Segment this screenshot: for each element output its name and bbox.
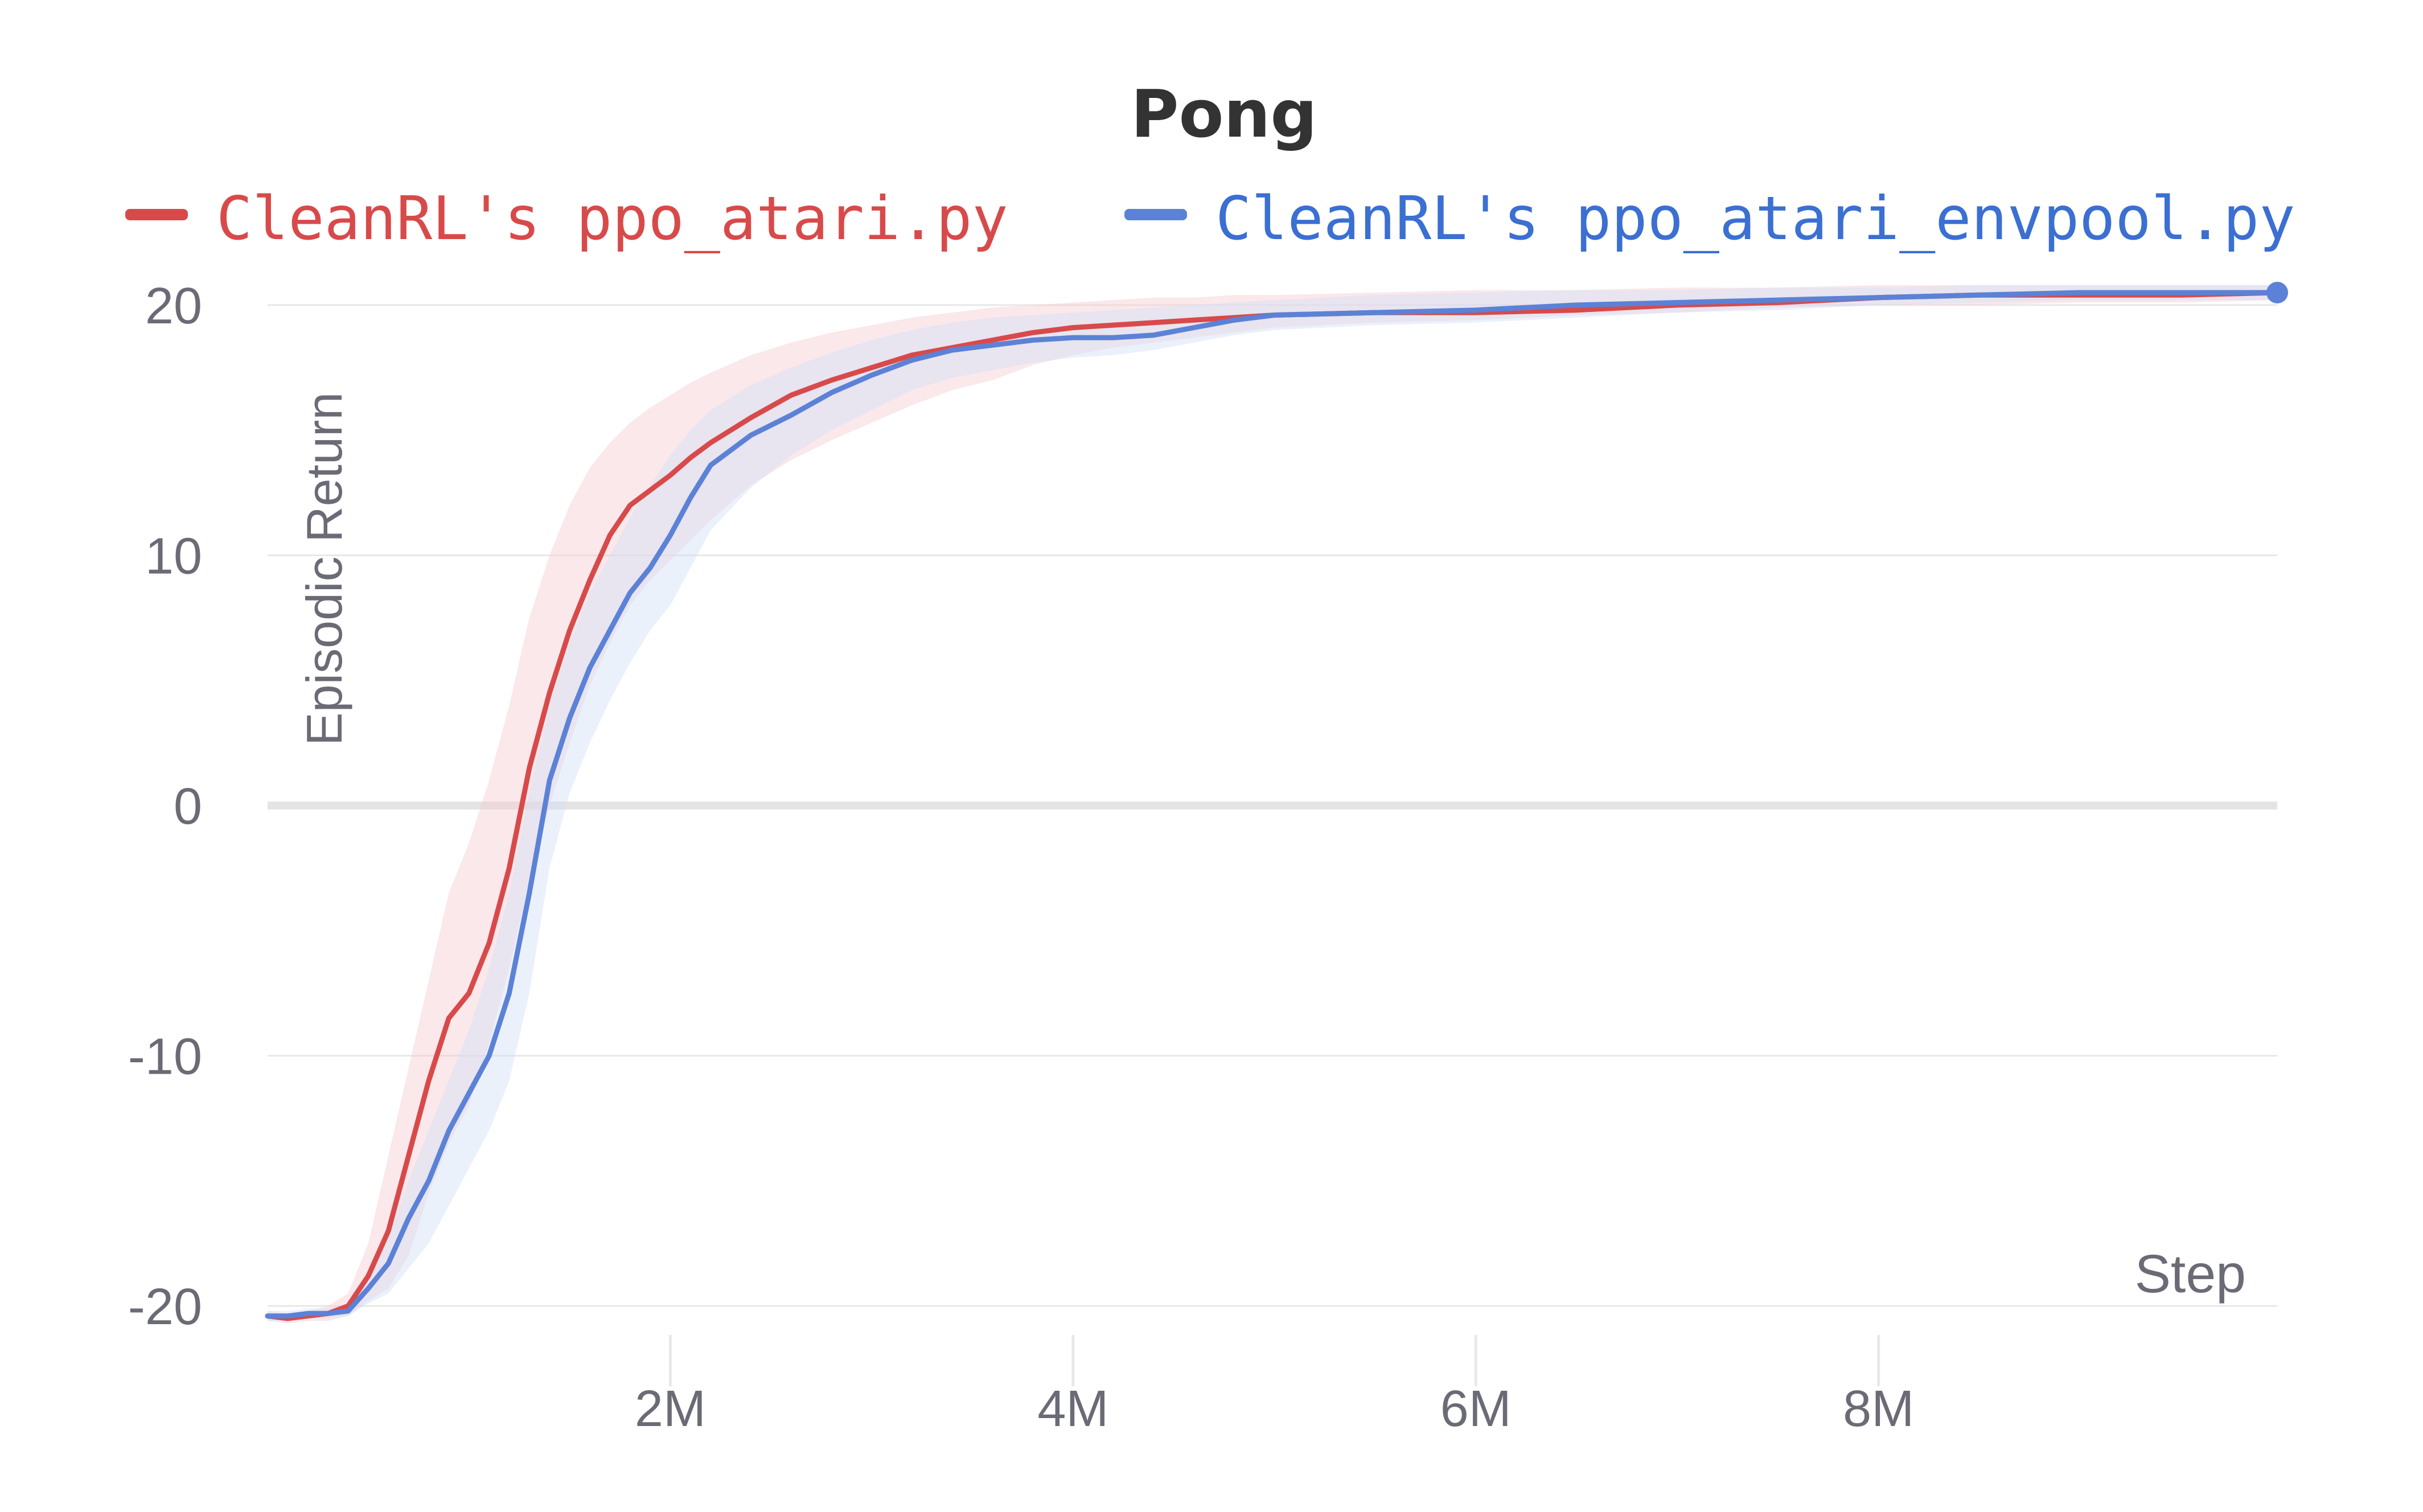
series-lines (265, 290, 2280, 1321)
legend-label: CleanRL's ppo_atari_envpool.py (1215, 184, 2295, 253)
x-tick-label: 2M (635, 1380, 706, 1437)
x-tick-label: 4M (1037, 1380, 1108, 1437)
y-tick-label: 20 (145, 278, 202, 335)
legend-swatch (125, 209, 188, 220)
y-tick-label: -10 (128, 1029, 202, 1086)
legend-swatch (1124, 209, 1187, 220)
y-tick-label: 0 (174, 778, 202, 835)
end-point-marker (2266, 281, 2288, 303)
x-tick-label: 6M (1440, 1380, 1512, 1437)
legend: CleanRL's ppo_atari.py CleanRL's ppo_ata… (125, 184, 2295, 253)
series-line (265, 290, 2280, 1321)
legend-entry[interactable]: CleanRL's ppo_atari.py (125, 184, 1008, 253)
x-axis-label: Step (2135, 1244, 2246, 1304)
x-tick-marks (668, 1335, 1880, 1386)
y-tick-label: -20 (128, 1279, 202, 1336)
x-tick-labels: 2M 4M 6M 8M (635, 1380, 1914, 1437)
y-axis-label: Episodic Return (296, 392, 352, 746)
x-tick-label: 8M (1843, 1380, 1914, 1437)
legend-label: CleanRL's ppo_atari.py (216, 184, 1008, 253)
legend-entry[interactable]: CleanRL's ppo_atari_envpool.py (1124, 184, 2295, 253)
grid (268, 304, 2277, 1307)
y-tick-labels: -20 -10 0 10 20 (128, 278, 202, 1336)
y-tick-label: 10 (145, 528, 202, 585)
chart-title: Pong (1131, 76, 1317, 153)
series-line (265, 290, 2280, 1319)
